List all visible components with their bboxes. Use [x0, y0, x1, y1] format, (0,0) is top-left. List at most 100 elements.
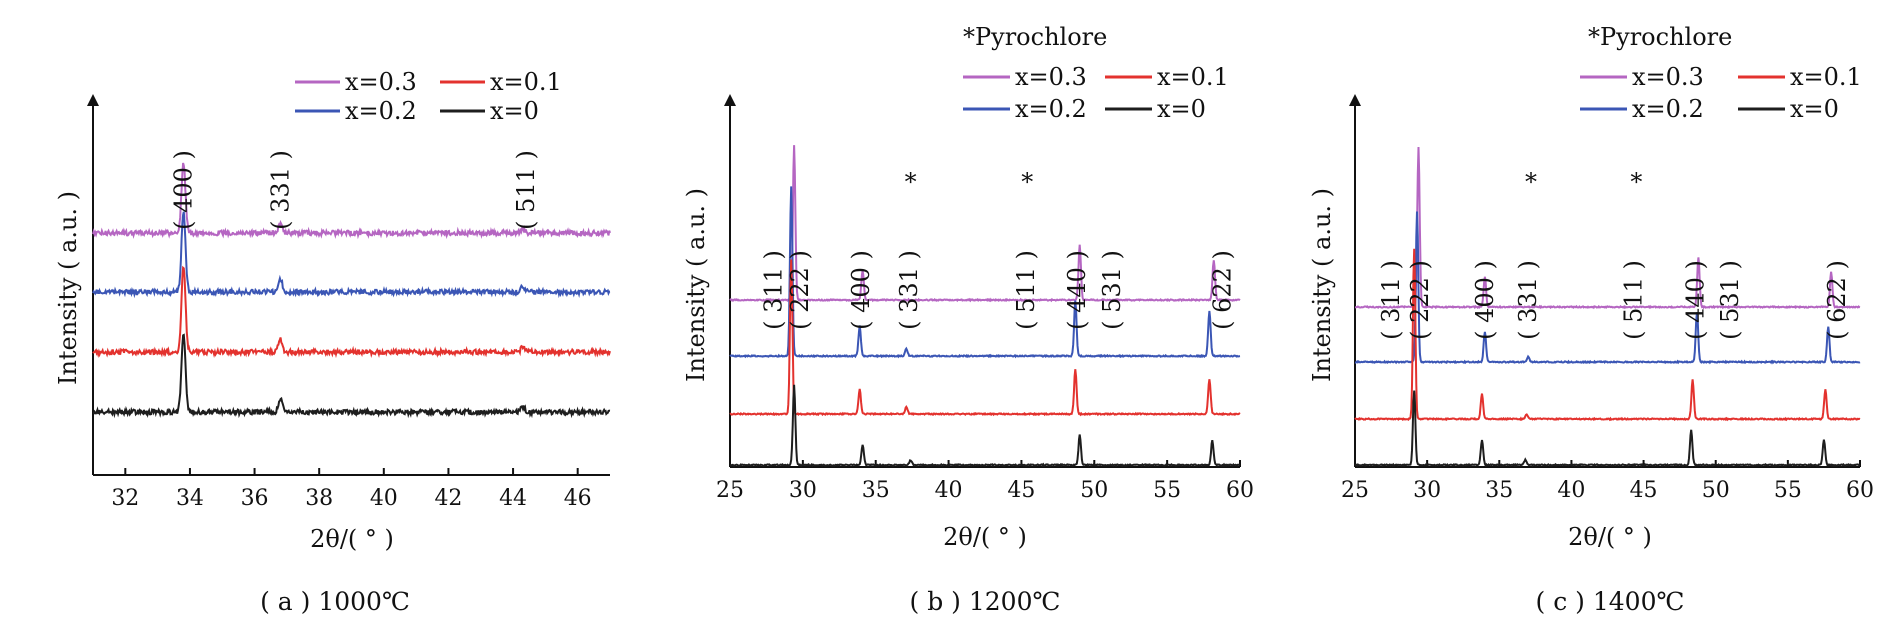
legend: x=0.3 x=0.1 x=0.2 x=0 — [963, 63, 1229, 123]
legend-title: *Pyrochlore — [963, 23, 1107, 51]
series-line-x-0.1 — [92, 265, 611, 359]
x-tick-label: 42 — [434, 486, 462, 511]
x-axis-label: 2θ/( ° ) — [310, 525, 394, 553]
x-tick-label: 55 — [1153, 478, 1181, 503]
legend-label-x-0: x=0 — [1157, 95, 1206, 123]
x-tick-label: 36 — [241, 486, 269, 511]
legend-label-x-0.2: x=0.2 — [1632, 95, 1704, 123]
panel-caption: ( b ) 1200℃ — [910, 587, 1061, 616]
series-line-x-0.2 — [1354, 211, 1861, 365]
legend-label-x-0: x=0 — [1790, 95, 1839, 123]
x-tick-label: 40 — [370, 486, 398, 511]
x-tick-label: 46 — [564, 486, 592, 511]
x-tick-label: 45 — [1007, 478, 1035, 503]
y-axis-label: Intensity ( a.u. ) — [1308, 188, 1336, 382]
legend: x=0.3 x=0.1 x=0.2 x=0 — [1580, 63, 1862, 123]
series-line-x-0.2 — [92, 211, 611, 299]
peak-label: ( 511 ) — [512, 150, 540, 230]
x-tick-label: 38 — [305, 486, 333, 511]
peak-label: ( 511 ) — [1012, 250, 1040, 330]
pyrochlore-star: * — [905, 168, 917, 196]
peak-label: ( 511 ) — [1619, 260, 1647, 340]
series-line-x-0.3 — [729, 145, 1241, 303]
x-tick-label: 34 — [176, 486, 204, 511]
peak-label: ( 440 ) — [1682, 260, 1710, 340]
traces — [1354, 146, 1861, 468]
x-tick-label: 50 — [1080, 478, 1108, 503]
x-tick-label: 35 — [1485, 478, 1513, 503]
legend-label-x-0: x=0 — [490, 97, 539, 125]
series-line-x-0.3 — [92, 162, 611, 240]
legend-label-x-0.3: x=0.3 — [1632, 63, 1704, 91]
x-tick-label: 60 — [1226, 478, 1254, 503]
series-line-x-0.1 — [1354, 248, 1861, 422]
traces — [92, 162, 611, 419]
panel-c: 25 30 35 40 45 50 55 60 ( 311 )( 222 )( 400 )( … — [1308, 23, 1874, 616]
legend-label-x-0.1: x=0.1 — [1790, 63, 1862, 91]
legend-label-x-0.2: x=0.2 — [345, 97, 417, 125]
y-axis-label: Intensity ( a.u. ) — [54, 191, 82, 385]
y-axis-arrow — [87, 94, 99, 106]
x-axis-label: 2θ/( ° ) — [1568, 523, 1652, 551]
pyrochlore-star: * — [1525, 168, 1537, 196]
panel-caption: ( c ) 1400℃ — [1536, 587, 1685, 616]
x-ticks: 25 30 35 40 45 50 55 60 — [1341, 460, 1874, 503]
traces — [729, 145, 1241, 468]
y-axis-label: Intensity ( a.u. ) — [682, 188, 710, 382]
x-axis-label: 2θ/( ° ) — [943, 523, 1027, 551]
peak-label: ( 622 ) — [1209, 250, 1237, 330]
series-line-x-0 — [1354, 390, 1861, 468]
x-tick-label: 30 — [789, 478, 817, 503]
x-tick-label: 30 — [1413, 478, 1441, 503]
pyrochlore-star: * — [1630, 168, 1642, 196]
peak-label: ( 400 ) — [169, 150, 197, 230]
legend-label-x-0.2: x=0.2 — [1015, 95, 1087, 123]
panel-a: 32 34 36 38 40 42 44 46 ( 400 ) ( 331 ) ( 511 ) I… — [54, 68, 611, 616]
peak-label: ( 311 ) — [1377, 260, 1405, 340]
legend-label-x-0.1: x=0.1 — [1157, 63, 1229, 91]
legend: x=0.3 x=0.1 x=0.2 x=0 — [295, 68, 562, 125]
x-tick-label: 35 — [862, 478, 890, 503]
peak-label: ( 440 ) — [1063, 250, 1091, 330]
peak-label: ( 331 ) — [895, 250, 923, 330]
pyrochlore-star: * — [1021, 168, 1033, 196]
series-line-x-0 — [729, 384, 1241, 468]
peak-label: ( 311 ) — [760, 250, 788, 330]
peak-labels: ( 400 ) ( 331 ) ( 511 ) — [169, 150, 540, 230]
x-tick-label: 32 — [111, 486, 139, 511]
peak-label: ( 531 ) — [1098, 250, 1126, 330]
legend-label-x-0.3: x=0.3 — [345, 68, 417, 96]
series-line-x-0.1 — [729, 259, 1241, 417]
legend-title: *Pyrochlore — [1588, 23, 1732, 51]
peak-label: ( 400 ) — [847, 250, 875, 330]
peak-labels: ( 311 )( 222 ) ( 400 ) ( 331 ) ( 511 ) ( 440… — [1377, 168, 1851, 340]
series-line-x-0.2 — [729, 186, 1241, 359]
x-tick-label: 25 — [1341, 478, 1369, 503]
x-tick-label: 40 — [1557, 478, 1585, 503]
x-ticks: 32 34 36 38 40 42 44 46 — [111, 468, 592, 511]
peak-labels: ( 311 )( 222 ) ( 400 ) ( 331 ) ( 511 ) ( 440… — [760, 168, 1237, 330]
peak-label: ( 222 ) — [1406, 260, 1434, 340]
peak-label: ( 400 ) — [1471, 260, 1499, 340]
x-tick-label: 44 — [499, 486, 527, 511]
x-tick-label: 60 — [1846, 478, 1874, 503]
peak-label: ( 531 ) — [1716, 260, 1744, 340]
panel-caption: ( a ) 1000℃ — [260, 587, 410, 616]
peak-label: ( 622 ) — [1823, 260, 1851, 340]
x-tick-label: 45 — [1630, 478, 1658, 503]
peak-label: ( 222 ) — [786, 250, 814, 330]
legend-label-x-0.1: x=0.1 — [490, 68, 562, 96]
legend-label-x-0.3: x=0.3 — [1015, 63, 1087, 91]
x-tick-label: 55 — [1774, 478, 1802, 503]
x-tick-label: 40 — [935, 478, 963, 503]
series-line-x-0.3 — [1354, 146, 1861, 310]
y-axis-arrow — [1349, 94, 1361, 106]
x-tick-label: 50 — [1702, 478, 1730, 503]
series-line-x-0 — [92, 333, 611, 419]
x-tick-label: 25 — [716, 478, 744, 503]
y-axis-arrow — [724, 94, 736, 106]
peak-label: ( 331 ) — [266, 150, 294, 230]
panel-b: 25 30 35 40 45 50 55 60 ( 311 )( 222 )( 400 )( … — [682, 23, 1254, 616]
peak-label: ( 331 ) — [1514, 260, 1542, 340]
